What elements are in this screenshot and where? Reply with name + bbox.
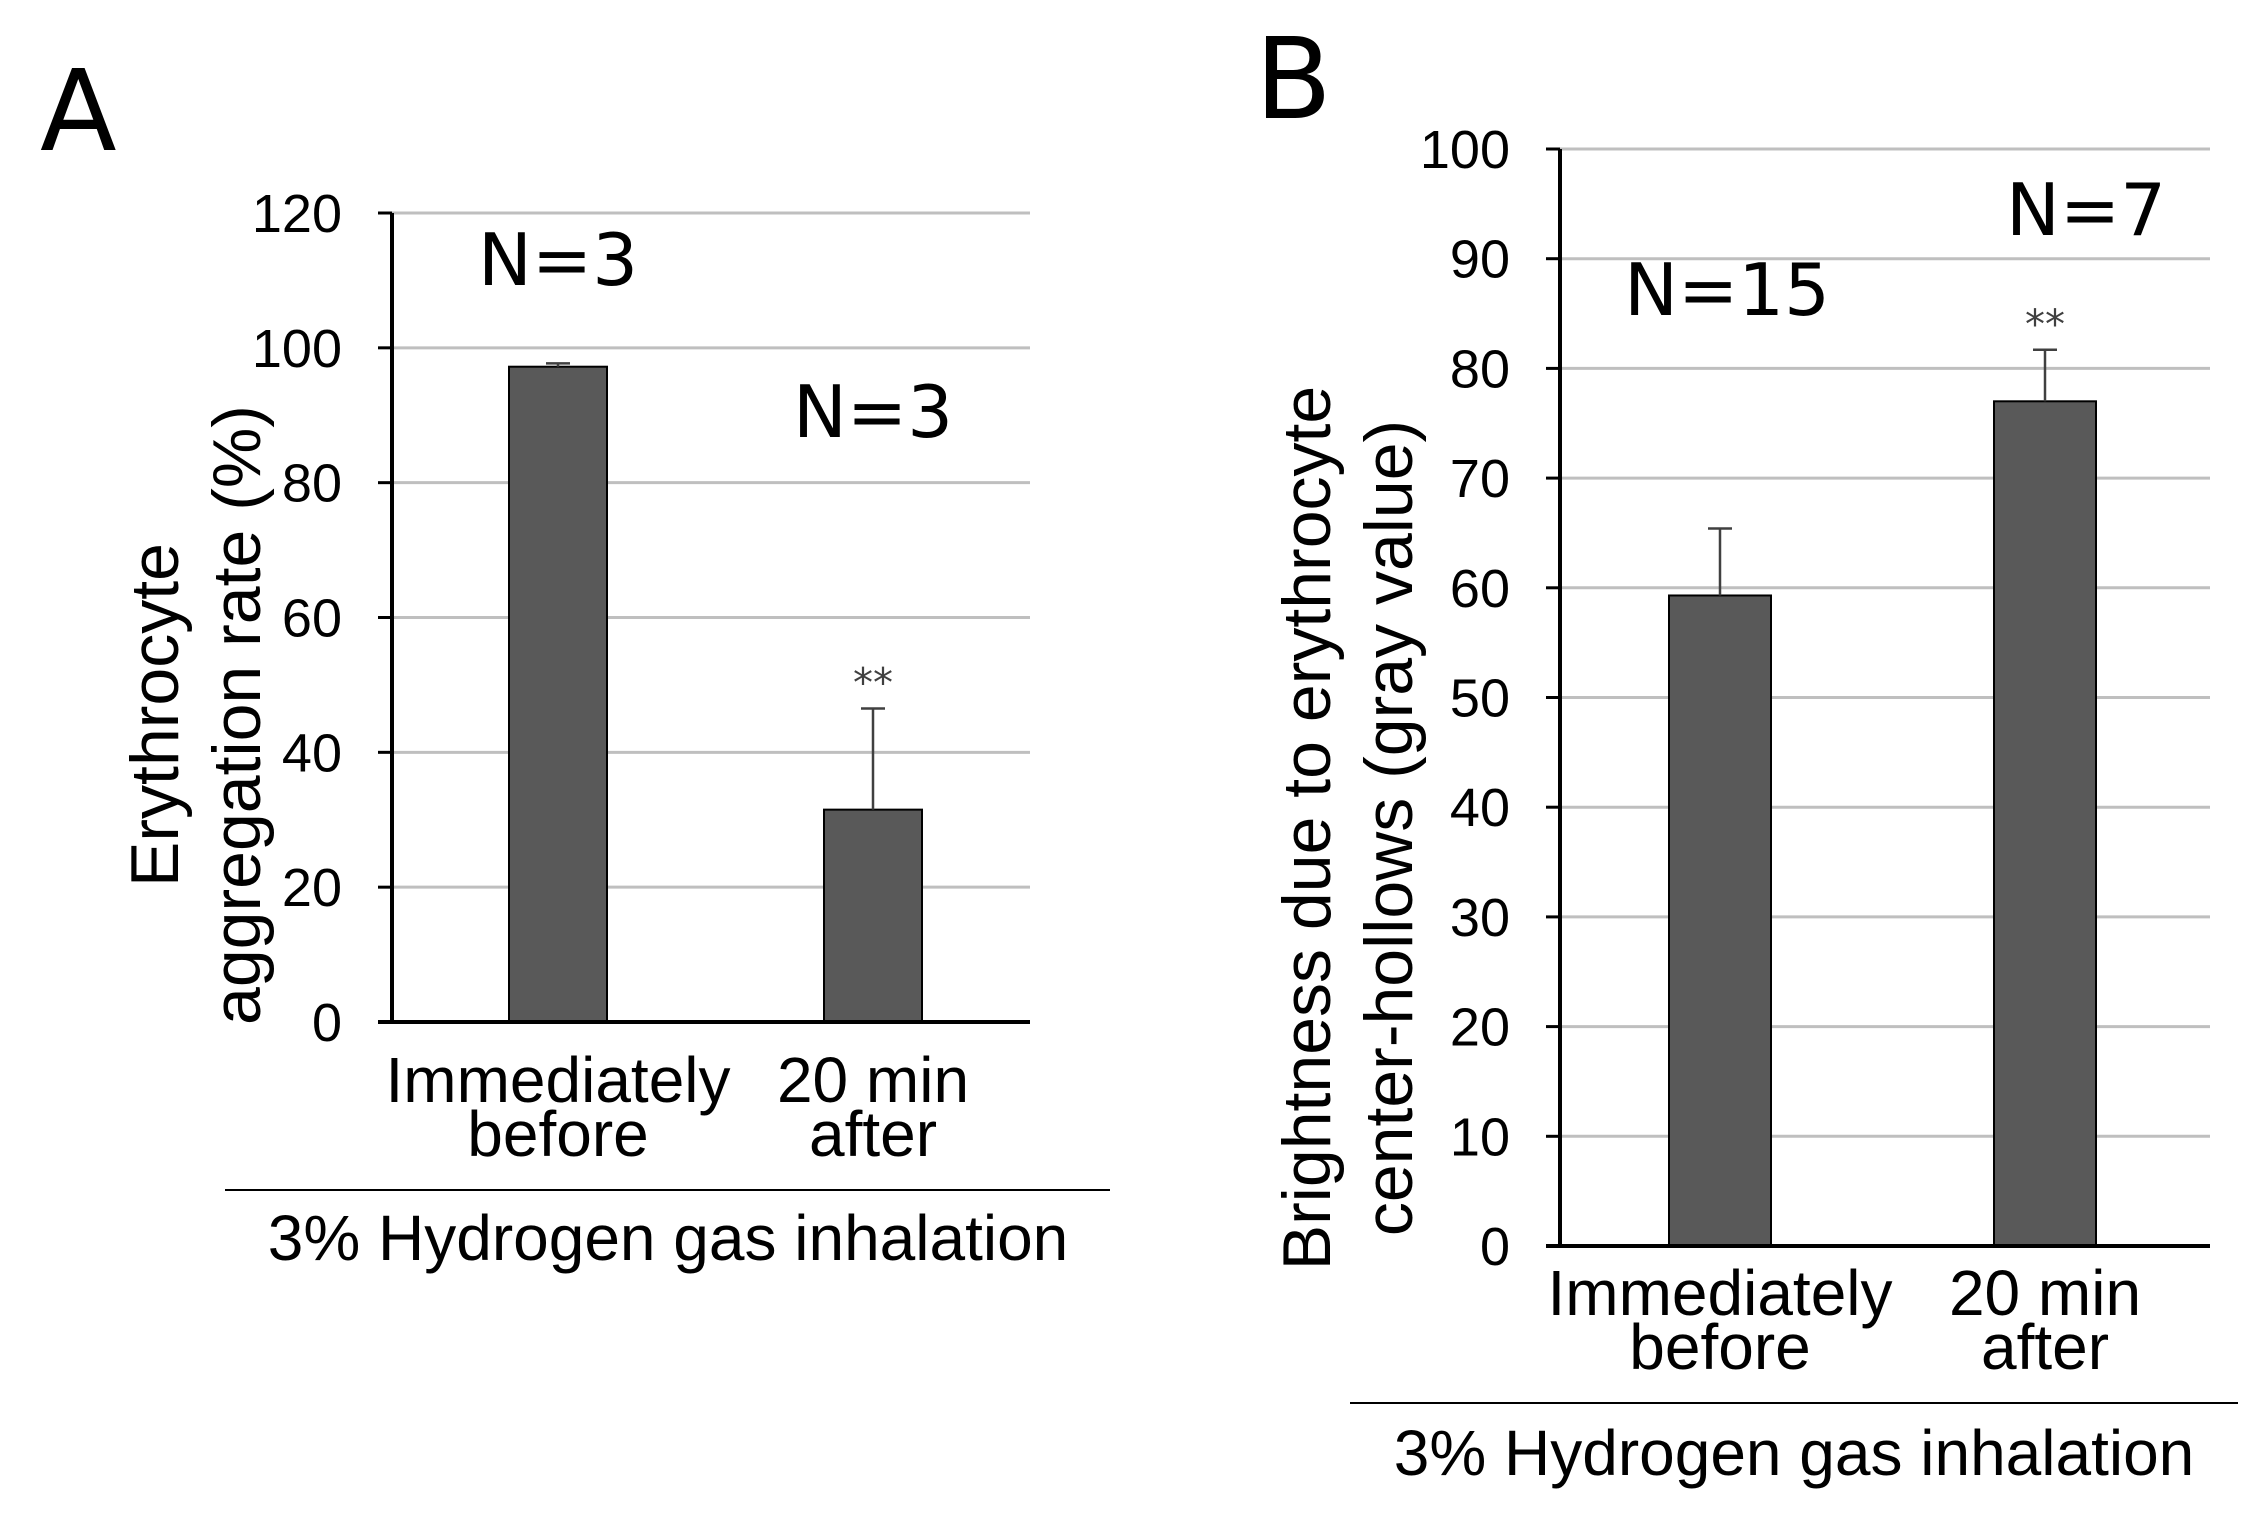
panel-a-letter: A — [40, 47, 117, 177]
panel-b-y-tick-label: 40 — [1450, 778, 1510, 838]
panel-a-bars — [508, 365, 923, 1024]
panel-b-category-label-1: before — [1629, 1311, 1810, 1383]
panel-a-y-tick-label: 80 — [282, 454, 342, 514]
panel-a-axes — [378, 211, 1030, 1024]
panel-b-y-tick-label: 60 — [1450, 559, 1510, 619]
panel-a-y-tick-label: 40 — [282, 723, 342, 783]
panel-b-y-axis-title-line-1: Brightness due to erythrocyte — [1269, 386, 1345, 1270]
panel-b-significance-marker: ** — [2025, 302, 2065, 348]
panel-a-category-label-2: after — [809, 1098, 937, 1170]
panel-b-y-tick-label: 50 — [1450, 669, 1510, 729]
panel-b-y-tick-label: 20 — [1450, 998, 1510, 1058]
panel-a-x-axis-title: 3% Hydrogen gas inhalation — [268, 1202, 1069, 1274]
panel-b-bar-1 — [1668, 594, 1772, 1247]
panel-a-y-axis-title-line-2: aggregation rate (%) — [199, 405, 275, 1025]
panel-b-bar-2 — [1993, 400, 2097, 1247]
panel-a-y-tick-label: 0 — [312, 993, 342, 1053]
panel-a-bar-1 — [508, 365, 608, 1023]
panel-b-y-tick-label: 90 — [1450, 230, 1510, 290]
panel-b-n-label-2: N=7 — [2006, 168, 2166, 252]
panel-b-y-axis-title-line-2: center-hollows (gray value) — [1351, 420, 1427, 1236]
panel-a-bar-2 — [823, 808, 923, 1024]
panel-b-error-bars — [1708, 348, 2057, 596]
panel-b-category-label-2: 20 min — [1949, 1257, 2141, 1329]
panel-b-y-tick-label: 0 — [1480, 1217, 1510, 1277]
panel-a-n-label-1: N=3 — [478, 218, 638, 302]
panel-b-y-tick-labels: 0 10 20 30 40 50 60 70 80 90 100 — [1420, 120, 1510, 1277]
panel-b-y-tick-label: 100 — [1420, 120, 1510, 180]
panel-a-annotations: N=3 ** N=3 — [478, 218, 953, 707]
panel-b-axes — [1546, 147, 2210, 1248]
panel-b-chart: B 0 10 20 30 40 50 60 70 80 90 100 Immediatelybefo… — [1255, 15, 2238, 1489]
panel-b-category-label-1: Immediately — [1548, 1257, 1893, 1329]
panel-a-n-label-2: N=3 — [793, 370, 953, 454]
panel-a-y-tick-label: 120 — [252, 184, 342, 244]
panel-b-n-label-1: N=15 — [1624, 248, 1830, 332]
panel-b-bars — [1668, 400, 2097, 1247]
panel-a-gridlines — [392, 211, 1030, 889]
panel-b-x-axis-title: 3% Hydrogen gas inhalation — [1394, 1417, 2195, 1489]
panel-a-significance-marker: ** — [853, 661, 893, 707]
panel-b-annotations: N=15 ** N=7 — [1624, 168, 2166, 348]
panel-a-error-bars — [546, 362, 885, 810]
panel-a-category-label-2: 20 min — [777, 1044, 969, 1116]
panel-b-y-tick-label: 10 — [1450, 1107, 1510, 1167]
panel-a-category-label-1: before — [467, 1098, 648, 1170]
panel-a-category-label-1: Immediately — [386, 1044, 731, 1116]
panel-a-y-axis-title-line-1: Erythrocyte — [117, 543, 193, 887]
panel-a-y-tick-label: 20 — [282, 858, 342, 918]
panel-b-y-tick-label: 80 — [1450, 339, 1510, 399]
panel-a-y-axis-title: Erythrocyte aggregation rate (%) — [117, 405, 275, 1025]
panel-a-y-tick-label: 60 — [282, 589, 342, 649]
panel-b-y-tick-label: 70 — [1450, 449, 1510, 509]
panel-a-y-tick-label: 100 — [252, 319, 342, 379]
panel-b-letter: B — [1255, 15, 1332, 145]
panel-a-y-tick-labels: 0 20 40 60 80 100 120 — [252, 184, 342, 1053]
panel-b-category-label-2: after — [1981, 1311, 2109, 1383]
panel-b-y-tick-label: 30 — [1450, 888, 1510, 948]
panel-b-y-axis-title: Brightness due to erythrocyte center-hol… — [1269, 386, 1427, 1270]
